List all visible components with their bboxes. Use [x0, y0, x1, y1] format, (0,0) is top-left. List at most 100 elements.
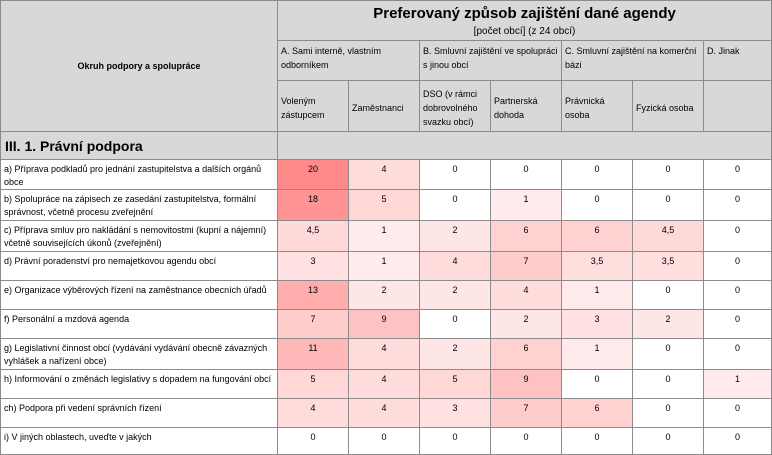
- value-cell: 2: [419, 280, 491, 310]
- value-cell: 0: [419, 189, 491, 221]
- value-cell: 2: [348, 280, 420, 310]
- value-cell: 0: [702, 220, 772, 252]
- value-cell: 9: [348, 309, 420, 339]
- group-header-c: C. Smluvní zajištění na komerční bázi: [561, 40, 704, 81]
- table-row: f) Personální a mzdová agenda 7 9 0 2 3 2 0: [0, 309, 772, 339]
- value-cell: 4,5: [277, 220, 349, 252]
- value-cell: 3,5: [632, 251, 704, 281]
- value-cell: 0: [561, 427, 633, 455]
- value-cell: 0: [419, 309, 491, 339]
- value-cell: 0: [561, 189, 633, 221]
- table-row: ch) Podpora při vedení správních řízení 4…: [0, 398, 772, 428]
- value-cell: 2: [490, 309, 562, 339]
- col-header-fyzicka-osoba: Fyzická osoba: [632, 80, 704, 132]
- topic-column-header: Okruh podpory a spolupráce: [0, 0, 278, 132]
- table-row: d) Právní poradenství pro nemajetkovou a…: [0, 251, 772, 281]
- value-cell: 13: [277, 280, 349, 310]
- value-cell: 7: [490, 398, 562, 428]
- value-cell: 4: [348, 159, 420, 190]
- value-cell: 4: [348, 338, 420, 370]
- value-cell: 20: [277, 159, 349, 190]
- row-label: c) Příprava smluv pro nakládání s nemovi…: [0, 220, 278, 252]
- value-cell: 1: [348, 251, 420, 281]
- value-cell: 3: [419, 398, 491, 428]
- value-cell: 7: [277, 309, 349, 339]
- value-cell: 2: [419, 338, 491, 370]
- row-label: a) Příprava podkladů pro jednání zastupi…: [0, 159, 278, 190]
- value-cell: 6: [561, 398, 633, 428]
- col-header-jinak: [702, 80, 772, 132]
- value-cell: 0: [561, 369, 633, 399]
- value-cell: 0: [702, 251, 772, 281]
- value-cell: 3: [561, 309, 633, 339]
- group-header-b: B. Smluvní zajištění ve spolupráci s jin…: [419, 40, 562, 81]
- value-cell: 0: [490, 159, 562, 190]
- row-label: d) Právní poradenství pro nemajetkovou a…: [0, 251, 278, 281]
- row-label: g) Legislativní činnost obcí (vydávání v…: [0, 338, 278, 370]
- table-title: Preferovaný způsob zajištění dané agendy: [373, 5, 676, 22]
- table-row: e) Organizace výběrových řízení na zaměs…: [0, 280, 772, 310]
- row-label: f) Personální a mzdová agenda: [0, 309, 278, 339]
- value-cell: 0: [632, 369, 704, 399]
- value-cell: 3,5: [561, 251, 633, 281]
- value-cell: 9: [490, 369, 562, 399]
- value-cell: 5: [277, 369, 349, 399]
- value-cell: 7: [490, 251, 562, 281]
- value-cell: 1: [561, 280, 633, 310]
- value-cell: 6: [490, 220, 562, 252]
- value-cell: 0: [702, 280, 772, 310]
- value-cell: 1: [702, 369, 772, 399]
- value-cell: 0: [702, 189, 772, 221]
- table-row: i) V jiných oblastech, uveďte v jakých 0 0…: [0, 427, 772, 455]
- value-cell: 0: [632, 159, 704, 190]
- row-label: h) Informování o změnách legislativy s d…: [0, 369, 278, 399]
- row-label: i) V jiných oblastech, uveďte v jakých: [0, 427, 278, 455]
- row-label: ch) Podpora při vedení správních řízení: [0, 398, 278, 428]
- table-row: g) Legislativní činnost obcí (vydávání v…: [0, 338, 772, 370]
- value-cell: 0: [561, 159, 633, 190]
- section-title-fill: [276, 131, 772, 160]
- value-cell: 4: [348, 369, 420, 399]
- value-cell: 5: [348, 189, 420, 221]
- value-cell: 3: [277, 251, 349, 281]
- value-cell: 0: [419, 159, 491, 190]
- section-title: III. 1. Právní podpora: [0, 131, 278, 160]
- table-row: h) Informování o změnách legislativy s d…: [0, 369, 772, 399]
- row-label: e) Organizace výběrových řízení na zaměs…: [0, 280, 278, 310]
- value-cell: 4: [490, 280, 562, 310]
- value-cell: 4: [419, 251, 491, 281]
- group-header-a: A. Sami interně, vlastním odborníkem: [277, 40, 420, 81]
- value-cell: 0: [632, 398, 704, 428]
- value-cell: 0: [702, 338, 772, 370]
- value-cell: 0: [702, 159, 772, 190]
- value-cell: 2: [419, 220, 491, 252]
- value-cell: 0: [702, 398, 772, 428]
- table-subtitle: [počet obcí] (z 24 obcí): [473, 26, 576, 37]
- value-cell: 4,5: [632, 220, 704, 252]
- table-row: a) Příprava podkladů pro jednání zastupi…: [0, 159, 772, 190]
- value-cell: 6: [490, 338, 562, 370]
- value-cell: 0: [277, 427, 349, 455]
- value-cell: 0: [632, 189, 704, 221]
- value-cell: 4: [348, 398, 420, 428]
- value-cell: 0: [490, 427, 562, 455]
- value-cell: 11: [277, 338, 349, 370]
- value-cell: 1: [348, 220, 420, 252]
- value-cell: 5: [419, 369, 491, 399]
- table-row: c) Příprava smluv pro nakládání s nemovi…: [0, 220, 772, 252]
- value-cell: 2: [632, 309, 704, 339]
- value-cell: 1: [561, 338, 633, 370]
- value-cell: 0: [702, 427, 772, 455]
- value-cell: 0: [632, 338, 704, 370]
- value-cell: 0: [632, 427, 704, 455]
- row-label: b) Spolupráce na zápisech ze zasedání za…: [0, 189, 278, 221]
- value-cell: 18: [277, 189, 349, 221]
- value-cell: 0: [702, 309, 772, 339]
- col-header-voleny-zastupce: Voleným zástupcem: [277, 80, 349, 132]
- col-header-dso: DSO (v rámci dobrovolného svazku obcí): [419, 80, 491, 132]
- value-cell: 4: [277, 398, 349, 428]
- value-cell: 0: [632, 280, 704, 310]
- col-header-partnerska-dohoda: Partnerská dohoda: [490, 80, 562, 132]
- group-header-d: D. Jinak: [702, 40, 772, 81]
